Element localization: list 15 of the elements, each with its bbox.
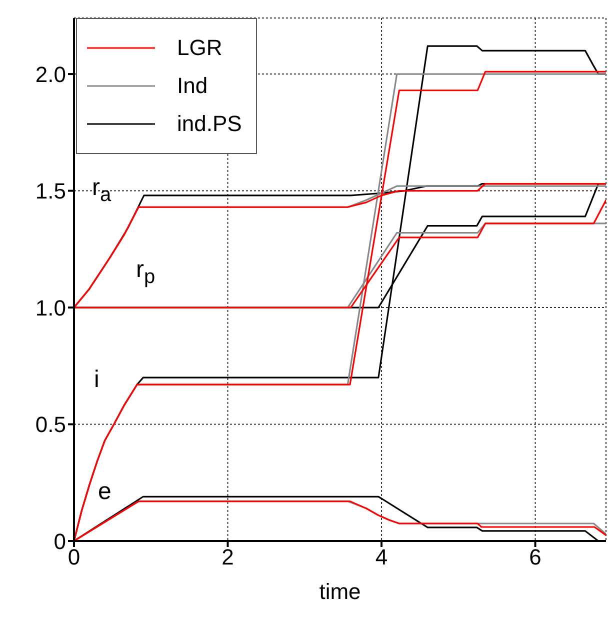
y-tick-label: 1.0 — [35, 295, 66, 320]
legend-label: LGR — [177, 35, 222, 61]
x-tick-label: 2 — [222, 544, 234, 570]
x-tick-label: 4 — [375, 544, 388, 570]
legend-label: ind.PS — [177, 111, 242, 137]
legend-label: Ind — [177, 73, 208, 99]
annotation: i — [94, 366, 100, 394]
y-tick-label: 1.5 — [35, 178, 66, 204]
x-tick-label: 6 — [529, 544, 542, 570]
annotation: r$_{p}$ — [136, 256, 156, 290]
x-axis-title: time — [319, 579, 361, 604]
y-tick-label: 0 — [54, 528, 66, 554]
y-tick-label: 2.0 — [35, 62, 66, 87]
annotation: e — [98, 478, 112, 506]
y-tick-label: 0.5 — [35, 412, 66, 438]
